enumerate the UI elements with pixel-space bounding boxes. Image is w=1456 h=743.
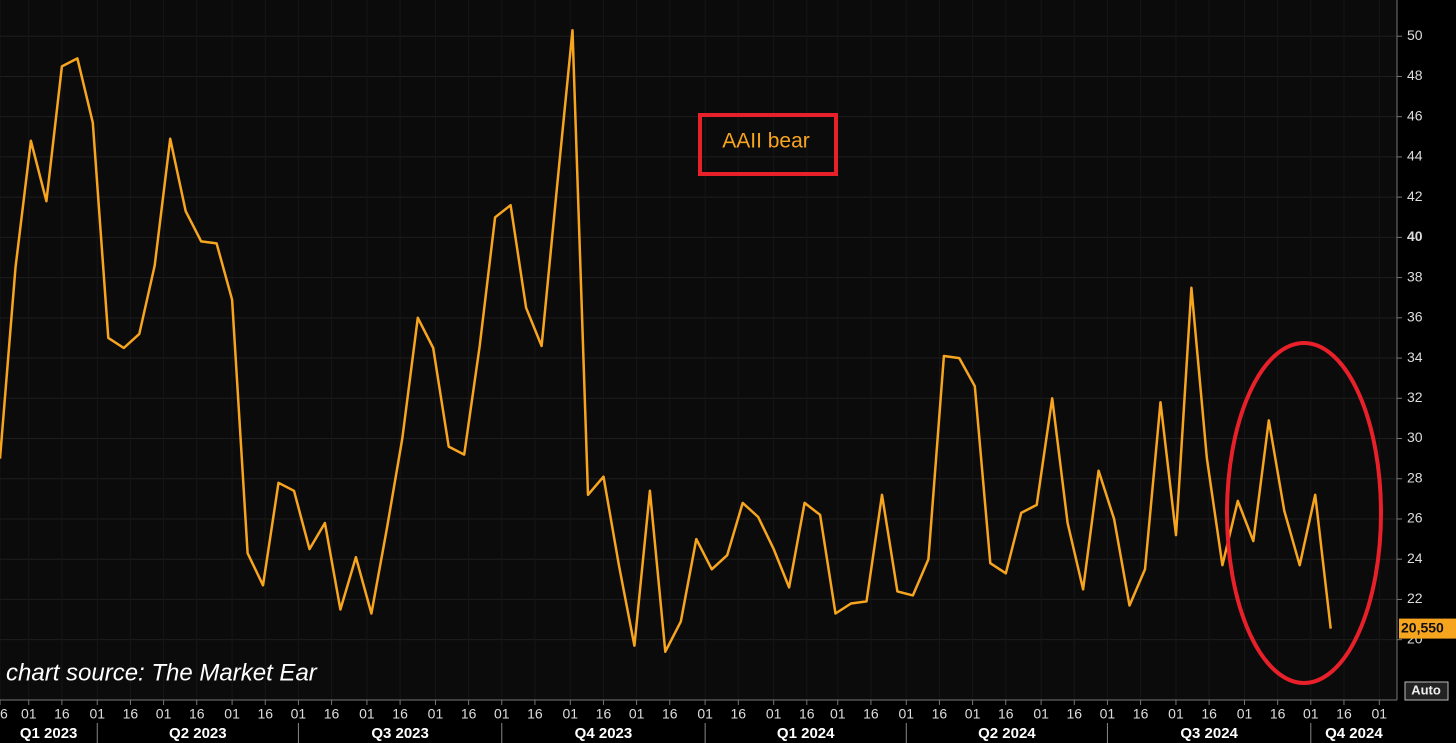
quarter-label: Q4 2024 — [1325, 725, 1383, 742]
x-tick-label: 16 — [932, 706, 948, 722]
line-series — [0, 28, 1332, 653]
y-tick-label: 36 — [1407, 309, 1423, 325]
x-tick-label: 01 — [1168, 706, 1184, 722]
legend-box — [698, 113, 838, 176]
marks — [0, 28, 1332, 653]
y-tick-label: 30 — [1407, 429, 1423, 445]
auto-button[interactable] — [1404, 681, 1449, 701]
quarter-label: Q3 2023 — [371, 725, 429, 742]
x-tick-label: 16 — [799, 706, 815, 722]
x-tick-label: 16 — [392, 706, 408, 722]
y-tick-label: 50 — [1407, 27, 1423, 43]
x-tick-label: 01 — [1303, 706, 1319, 722]
x-tick-label: 16 — [662, 706, 678, 722]
quarter-label: Q1 2023 — [20, 725, 78, 742]
y-tick-label: 38 — [1407, 268, 1423, 284]
quarter-label: Q2 2024 — [978, 725, 1036, 742]
auto-button-label[interactable]: Auto — [1411, 682, 1441, 697]
x-tick-label: 01 — [697, 706, 713, 722]
x-tick-label: 16 — [730, 706, 746, 722]
x-tick-label: 01 — [965, 706, 981, 722]
x-tick-label: 01 — [563, 706, 579, 722]
x-tick-label: 16 — [1270, 706, 1286, 722]
x-tick-label: 01 — [629, 706, 645, 722]
y-tick-label: 24 — [1407, 550, 1423, 566]
x-tick-label: 01 — [494, 706, 510, 722]
y-tick-label: 42 — [1407, 188, 1423, 204]
x-tick-label: 01 — [898, 706, 914, 722]
last-value-label: 20,550 — [1401, 619, 1444, 635]
x-tick-label: 16 — [189, 706, 205, 722]
x-tick-label: 01 — [156, 706, 172, 722]
y-tick-label: 52 — [1407, 0, 1423, 3]
quarter-label: Q1 2024 — [777, 725, 835, 742]
y-tick-label: 28 — [1407, 469, 1423, 485]
last-value-marker — [1399, 618, 1456, 639]
y-tick-label: 26 — [1407, 510, 1423, 526]
legend-label: AAII bear — [722, 130, 810, 153]
x-tick-label: 01 — [1372, 706, 1388, 722]
x-tick-label: 16 — [461, 706, 477, 722]
x-tick-label: 01 — [428, 706, 444, 722]
x-tick-label: 16 — [123, 706, 139, 722]
quarter-label: Q3 2024 — [1180, 725, 1238, 742]
y-tick-label: 32 — [1407, 389, 1423, 405]
x-tick-label: 16 — [324, 706, 340, 722]
x-tick-label: 16 — [257, 706, 273, 722]
x-tick-label: 16 — [1201, 706, 1217, 722]
x-tick-label: 16 — [863, 706, 879, 722]
y-tick-label: 44 — [1407, 148, 1423, 164]
y-tick-label: 34 — [1407, 349, 1423, 365]
x-tick-label: 16 — [998, 706, 1014, 722]
x-tick-label: 01 — [224, 706, 240, 722]
x-tick-label: 16 — [596, 706, 612, 722]
x-tick-label: 16 — [1133, 706, 1149, 722]
x-tick-label: 01 — [89, 706, 105, 722]
x-tick-label: 16 — [1066, 706, 1082, 722]
highlight-ellipse — [1225, 341, 1383, 685]
x-tick-label: 01 — [766, 706, 782, 722]
x-tick-label: 01 — [1033, 706, 1049, 722]
y-tick-label: 46 — [1407, 107, 1423, 123]
grid — [0, 0, 1397, 700]
x-tick-label: 01 — [1100, 706, 1116, 722]
x-tick-label: 01 — [830, 706, 846, 722]
y-tick-label: 48 — [1407, 67, 1423, 83]
x-tick-label: 01 — [359, 706, 375, 722]
x-tick-label: 16 — [0, 706, 8, 722]
quarter-label: Q2 2023 — [169, 725, 227, 742]
x-tick-label: 01 — [1237, 706, 1253, 722]
x-tick-label: 16 — [527, 706, 543, 722]
y-tick-label: 22 — [1407, 590, 1423, 606]
y-tick-label: 40 — [1407, 228, 1423, 244]
source-note: chart source: The Market Ear — [6, 659, 318, 686]
x-tick-label: 16 — [1336, 706, 1352, 722]
x-tick-label: 01 — [21, 706, 37, 722]
x-tick-label: 16 — [54, 706, 70, 722]
x-tick-label: 01 — [291, 706, 307, 722]
quarter-label: Q4 2023 — [575, 725, 633, 742]
